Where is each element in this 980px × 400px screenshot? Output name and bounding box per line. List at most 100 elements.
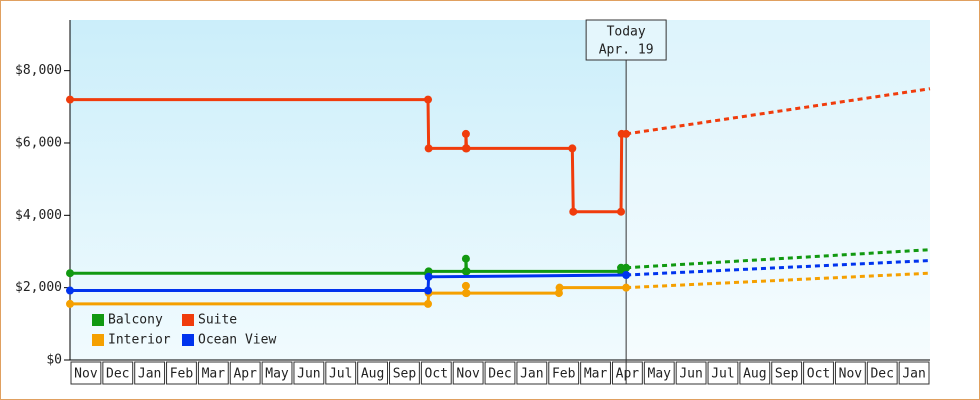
x-tick-cell (675, 361, 707, 385)
legend-label: Ocean View (198, 333, 276, 348)
x-tick-label: Jan (138, 367, 161, 382)
today-box (585, 19, 667, 61)
x-tick-label: Jul (329, 367, 352, 382)
point (569, 207, 578, 216)
x-tick-label: Aug (743, 367, 766, 382)
x-tick-label: May (648, 367, 672, 382)
today-label: Today (607, 25, 646, 40)
x-tick-label: Aug (361, 367, 384, 382)
x-tick-label: Mar (202, 367, 226, 382)
legend-label: Balcony (108, 313, 163, 328)
point (622, 283, 631, 292)
x-tick-cell (580, 361, 611, 385)
legend-label: Interior (108, 333, 171, 348)
x-tick-cell (548, 361, 580, 385)
x-tick-label: Feb (170, 367, 194, 382)
x-tick-label: Mar (584, 367, 608, 382)
point (555, 283, 564, 292)
x-tick-cell (134, 361, 166, 385)
y-tick-label: $2,000 (15, 280, 62, 295)
x-tick-cell (707, 361, 739, 385)
x-tick-label: Apr (233, 367, 257, 382)
x-tick-cell (739, 361, 771, 385)
x-tick-cell (771, 361, 803, 385)
point (66, 95, 74, 104)
x-tick-label: Jun (297, 367, 320, 382)
y-tick-label: $4,000 (15, 208, 62, 223)
legend-swatch (92, 314, 104, 326)
x-tick-cell (166, 361, 197, 385)
x-tick-label: Feb (552, 367, 576, 382)
x-tick-cell (197, 361, 229, 385)
x-tick-label: Oct (425, 367, 448, 382)
legend-swatch (182, 314, 194, 326)
x-tick-label: Jan (520, 367, 543, 382)
point (622, 263, 631, 272)
x-tick-label: Jan (902, 367, 925, 382)
point (461, 129, 470, 138)
x-tick-cell (803, 361, 834, 385)
x-tick-cell (420, 361, 452, 385)
x-tick-cell (229, 361, 261, 385)
point (424, 299, 433, 308)
legend-label: Suite (198, 313, 237, 328)
x-tick-cell (452, 361, 484, 385)
x-tick-label: Apr (616, 367, 640, 382)
legend-swatch (182, 334, 194, 346)
forecast-line (626, 271, 931, 290)
point (461, 254, 470, 263)
x-tick-cell (643, 361, 675, 385)
point (66, 269, 74, 278)
x-tick-label: Dec (870, 367, 893, 382)
forecast-line (625, 87, 931, 136)
point (568, 144, 577, 153)
series-line (70, 273, 627, 293)
point (462, 267, 471, 276)
x-tick-label: Sep (393, 367, 417, 382)
point (424, 144, 433, 153)
point (66, 299, 74, 308)
point (461, 281, 470, 290)
point (622, 271, 631, 279)
x-tick-cell (325, 361, 357, 385)
x-tick-label: Jul (711, 367, 734, 382)
y-tick-label: $0 (46, 353, 62, 368)
x-tick-cell (611, 361, 643, 385)
x-tick-cell (866, 361, 898, 385)
x-tick-label: May (265, 367, 289, 382)
point (424, 95, 433, 104)
x-tick-label: Nov (456, 367, 480, 382)
forecast-line (626, 248, 931, 270)
x-tick-label: Nov (74, 367, 98, 382)
point (462, 144, 471, 153)
x-tick-cell (261, 361, 293, 385)
x-tick-label: Dec (106, 367, 129, 382)
x-tick-cell (898, 361, 930, 385)
forecast-line (626, 259, 931, 277)
x-tick-cell (357, 361, 389, 385)
point (622, 129, 631, 138)
y-tick-label: $8,000 (15, 63, 62, 78)
forecast-region (626, 20, 930, 360)
x-tick-cell (389, 361, 420, 385)
x-tick-cell (516, 361, 548, 385)
x-tick-label: Sep (775, 367, 799, 382)
x-tick-label: Nov (839, 367, 863, 382)
point (617, 207, 626, 216)
x-tick-cell (102, 361, 134, 385)
y-tick-label: $6,000 (15, 135, 62, 150)
point (424, 286, 433, 295)
x-tick-label: Oct (807, 367, 830, 382)
point (424, 272, 433, 281)
today-date: Apr. 19 (599, 43, 654, 58)
x-tick-cell (484, 361, 516, 385)
x-tick-cell (293, 361, 325, 385)
x-tick-cell (70, 361, 102, 385)
point (462, 289, 471, 298)
point (66, 286, 74, 295)
legend-swatch (92, 334, 104, 346)
x-tick-cell (834, 361, 866, 385)
x-tick-label: Dec (488, 367, 511, 382)
x-tick-label: Jun (679, 367, 702, 382)
